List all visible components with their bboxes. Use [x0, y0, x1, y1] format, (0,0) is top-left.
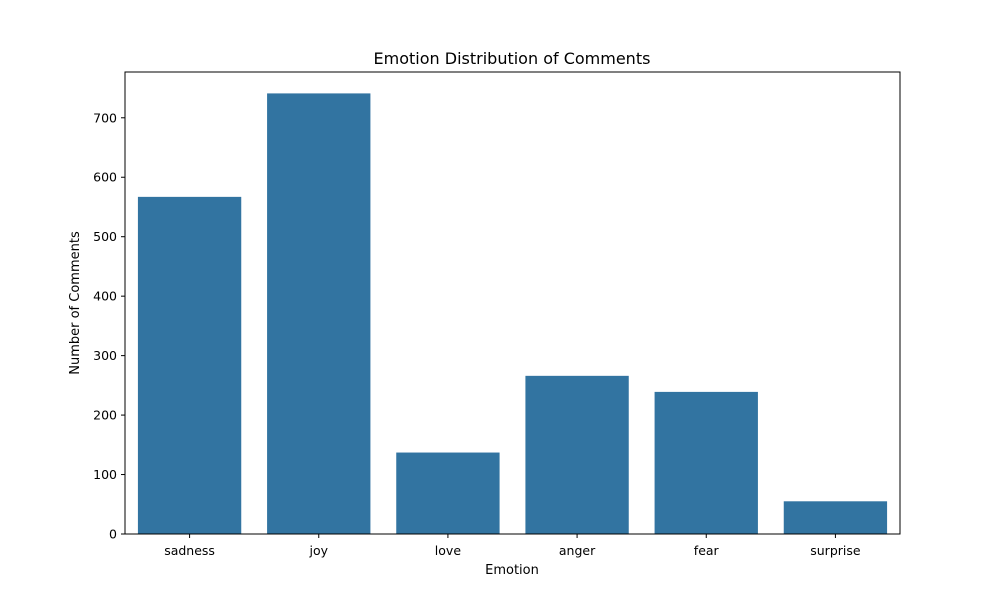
bar-fear	[654, 391, 758, 534]
bar-love	[396, 452, 500, 534]
y-tick-label: 600	[93, 170, 117, 185]
x-tick-label: surprise	[810, 543, 861, 558]
chart-title: Emotion Distribution of Comments	[374, 49, 651, 68]
x-tick-label: sadness	[164, 543, 215, 558]
x-tick-label: love	[435, 543, 462, 558]
x-tick-label: fear	[694, 543, 720, 558]
y-tick-label: 400	[93, 289, 117, 304]
bars-group	[137, 93, 888, 535]
x-tick-label: joy	[308, 543, 328, 558]
y-axis-label: Number of Comments	[68, 231, 83, 375]
bar-joy	[267, 93, 371, 535]
y-axis-ticks: 0 100 200 300 400 500 600 700	[93, 110, 125, 542]
y-tick-label: 100	[93, 467, 117, 482]
plot-frame	[124, 71, 901, 535]
x-axis-label: Emotion	[485, 563, 539, 578]
x-tick-label: anger	[559, 543, 596, 558]
y-tick-label: 700	[93, 110, 117, 125]
y-tick-label: 300	[93, 348, 117, 363]
y-tick-label: 0	[109, 527, 117, 542]
bar-surprise	[783, 501, 888, 534]
y-tick-label: 500	[93, 229, 117, 244]
y-tick-label: 200	[93, 408, 117, 423]
x-axis-ticks: sadness joy love anger fear surprise	[164, 534, 861, 558]
bar-sadness	[137, 196, 242, 534]
bar-anger	[525, 375, 629, 534]
